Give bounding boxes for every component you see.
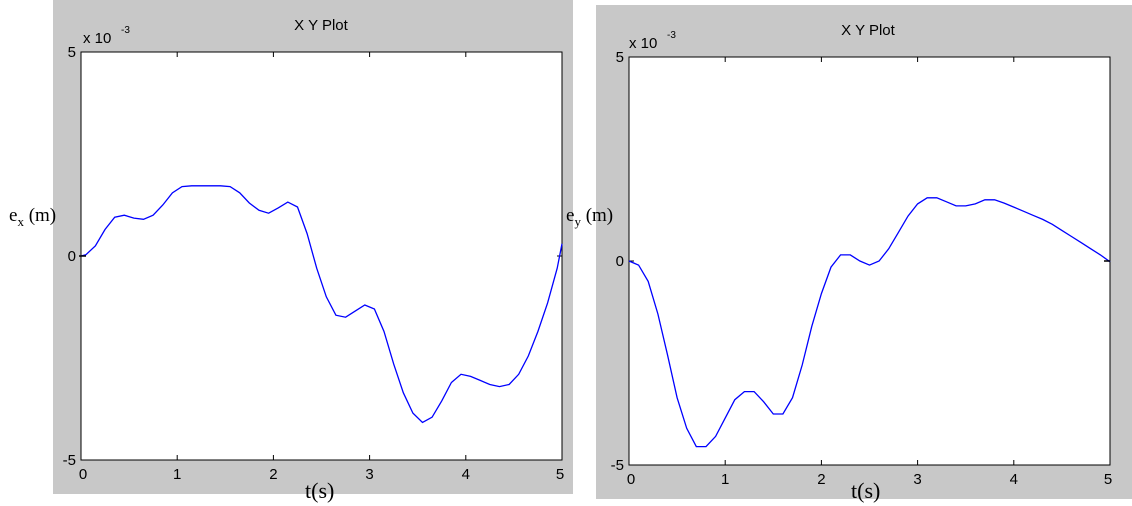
x-tick-label: 2 (269, 466, 277, 483)
multiplier-base: x 10 (83, 30, 111, 47)
series-line (80, 185, 563, 424)
y-ticks: 5 0 -5 (63, 44, 562, 469)
axes-area (80, 51, 563, 461)
x-axis-label-ey: t(s) (851, 478, 881, 503)
axes-area (628, 56, 1111, 466)
chart-svg-ey: X Y Plot x 10 -3 5 0 -5 0 1 2 (596, 5, 1132, 499)
chart-panel-ex: X Y Plot x 10 -3 5 0 -5 0 1 2 (53, 0, 573, 494)
y-label-subscript: y (574, 213, 581, 229)
y-tick-label: 5 (68, 44, 76, 61)
y-label-main: e (566, 205, 575, 226)
x-tick-label: 5 (1104, 471, 1112, 488)
x-tick-label: 1 (721, 471, 729, 488)
y-tick-label: 0 (68, 248, 76, 265)
chart-title: X Y Plot (294, 17, 348, 34)
x-tick-label: 5 (556, 466, 564, 483)
x-ticks: 0 1 2 3 4 5 (79, 52, 564, 483)
x-tick-label: 4 (1010, 471, 1018, 488)
x-axis-label-ex: t(s) (305, 478, 335, 503)
chart-title: X Y Plot (841, 22, 895, 39)
y-axis-label-ey: ey (m) (566, 205, 613, 230)
y-label-main: e (9, 205, 18, 226)
y-tick-label: -5 (611, 457, 624, 474)
x-tick-label: 0 (627, 471, 635, 488)
x-ticks: 0 1 2 3 4 5 (627, 57, 1112, 488)
chart-svg-ex: X Y Plot x 10 -3 5 0 -5 0 1 2 (53, 0, 573, 494)
multiplier-exponent: -3 (121, 25, 130, 36)
series-line (628, 197, 1111, 448)
x-tick-label: 3 (365, 466, 373, 483)
x-tick-label: 2 (817, 471, 825, 488)
y-label-unit: (m) (23, 205, 57, 226)
y-ticks: 5 0 -5 (611, 49, 1110, 474)
y-tick-label: 5 (616, 49, 624, 66)
y-axis-label-ex: ex (m) (9, 205, 56, 230)
multiplier-base: x 10 (629, 35, 657, 52)
x-tick-label: 3 (913, 471, 921, 488)
y-label-unit: (m) (580, 205, 614, 226)
chart-panel-ey: X Y Plot x 10 -3 5 0 -5 0 1 2 (596, 5, 1132, 499)
x-tick-label: 4 (462, 466, 470, 483)
y-label-subscript: x (17, 213, 24, 229)
y-tick-label: 0 (616, 253, 624, 270)
x-tick-label: 1 (173, 466, 181, 483)
y-tick-label: -5 (63, 452, 76, 469)
multiplier-exponent: -3 (667, 30, 676, 41)
x-tick-label: 0 (79, 466, 87, 483)
